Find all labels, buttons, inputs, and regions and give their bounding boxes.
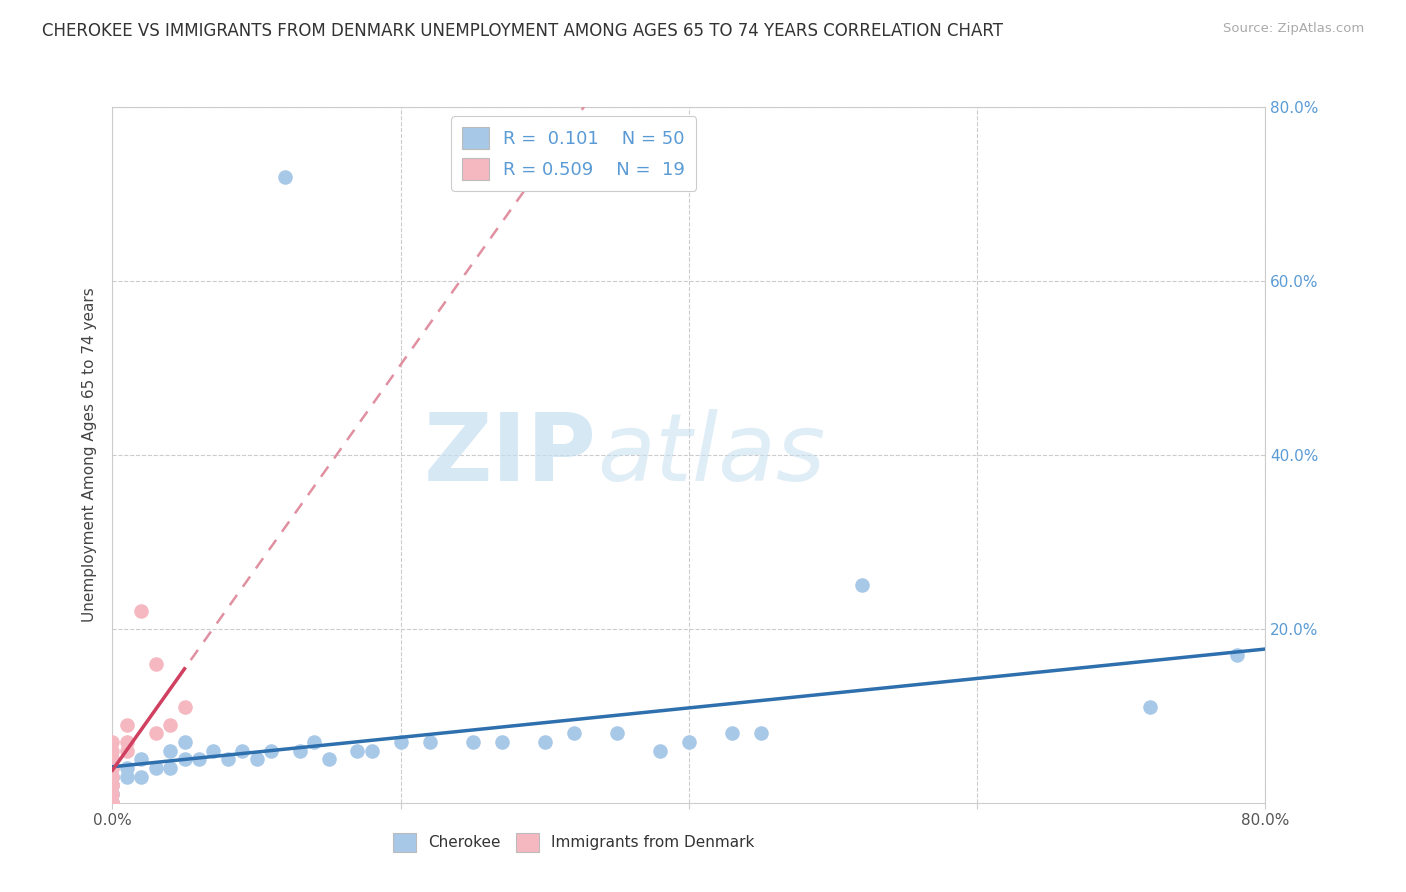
Point — [101, 796, 124, 810]
Point — [678, 735, 700, 749]
Point — [101, 778, 124, 792]
Point — [129, 770, 153, 784]
Point — [101, 796, 124, 810]
Point — [129, 752, 153, 766]
Point — [101, 770, 124, 784]
Point — [389, 735, 412, 749]
Point — [173, 752, 195, 766]
Point — [159, 744, 181, 758]
Point — [101, 752, 124, 766]
Point — [101, 752, 124, 766]
Point — [101, 796, 124, 810]
Point — [101, 761, 124, 775]
Point — [274, 169, 297, 184]
Point — [173, 735, 195, 749]
Point — [145, 657, 167, 671]
Point — [304, 735, 326, 749]
Point — [101, 796, 124, 810]
Point — [145, 761, 167, 775]
Text: Source: ZipAtlas.com: Source: ZipAtlas.com — [1223, 22, 1364, 36]
Point — [260, 744, 283, 758]
Point — [721, 726, 744, 740]
Point — [173, 700, 195, 714]
Point — [533, 735, 555, 749]
Point — [101, 796, 124, 810]
Point — [217, 752, 239, 766]
Point — [606, 726, 628, 740]
Point — [115, 770, 138, 784]
Point — [749, 726, 772, 740]
Point — [202, 744, 225, 758]
Point — [101, 787, 124, 801]
Point — [491, 735, 513, 749]
Point — [115, 735, 138, 749]
Point — [101, 770, 124, 784]
Text: ZIP: ZIP — [423, 409, 596, 501]
Point — [101, 787, 124, 801]
Point — [1226, 648, 1249, 662]
Point — [101, 778, 124, 792]
Point — [231, 744, 253, 758]
Point — [318, 752, 340, 766]
Point — [101, 770, 124, 784]
Point — [245, 752, 267, 766]
Point — [288, 744, 311, 758]
Point — [101, 761, 124, 775]
Point — [129, 605, 153, 619]
Point — [101, 787, 124, 801]
Point — [115, 717, 138, 731]
Point — [101, 796, 124, 810]
Point — [159, 717, 181, 731]
Point — [101, 796, 124, 810]
Point — [101, 796, 124, 810]
Point — [101, 796, 124, 810]
Point — [101, 778, 124, 792]
Y-axis label: Unemployment Among Ages 65 to 74 years: Unemployment Among Ages 65 to 74 years — [82, 287, 97, 623]
Point — [188, 752, 211, 766]
Point — [648, 744, 672, 758]
Point — [346, 744, 368, 758]
Point — [562, 726, 585, 740]
Legend: Cherokee, Immigrants from Denmark: Cherokee, Immigrants from Denmark — [387, 827, 761, 858]
Point — [419, 735, 441, 749]
Point — [101, 744, 124, 758]
Point — [461, 735, 484, 749]
Text: CHEROKEE VS IMMIGRANTS FROM DENMARK UNEMPLOYMENT AMONG AGES 65 TO 74 YEARS CORRE: CHEROKEE VS IMMIGRANTS FROM DENMARK UNEM… — [42, 22, 1002, 40]
Point — [360, 744, 382, 758]
Point — [101, 735, 124, 749]
Point — [145, 726, 167, 740]
Point — [115, 761, 138, 775]
Point — [1139, 700, 1161, 714]
Text: atlas: atlas — [596, 409, 825, 500]
Point — [159, 761, 181, 775]
Point — [851, 578, 873, 592]
Point — [101, 778, 124, 792]
Point — [115, 744, 138, 758]
Point — [101, 796, 124, 810]
